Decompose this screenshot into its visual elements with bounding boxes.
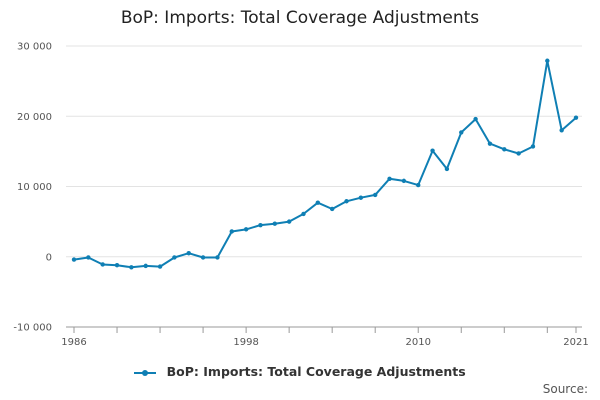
y-tick-label: -10 000 [13,323,52,334]
data-point-2011[interactable] [430,148,435,153]
data-point-2013[interactable] [459,130,464,135]
data-point-1995[interactable] [200,255,206,260]
data-point-2003[interactable] [315,200,321,205]
data-point-1993[interactable] [172,255,177,260]
data-point-1986[interactable] [71,257,77,262]
data-point-1991[interactable] [143,263,148,269]
y-tick-label: 30 000 [17,42,52,53]
data-point-2010[interactable] [416,182,421,188]
data-point-1987[interactable] [86,255,91,260]
data-point-1988[interactable] [100,262,105,267]
data-point-2006[interactable] [358,195,364,200]
data-point-2004[interactable] [329,206,335,212]
x-tick-label: 2010 [406,337,431,348]
legend-swatch [134,368,157,378]
data-point-2016[interactable] [502,147,507,152]
data-point-2002[interactable] [301,211,306,217]
data-point-2021[interactable] [573,115,579,120]
data-point-2015[interactable] [487,141,493,146]
x-tick-label: 1998 [233,337,258,348]
data-point-1998[interactable] [243,227,249,232]
data-point-2007[interactable] [373,192,378,198]
data-point-2014[interactable] [473,116,478,122]
data-point-1997[interactable] [229,229,234,234]
data-point-1990[interactable] [129,265,134,270]
series-line-0 [73,59,577,269]
data-point-2019[interactable] [545,58,550,63]
data-point-1994[interactable] [186,251,191,256]
y-tick-label: 20 000 [17,112,52,123]
y-axis-tick-labels: -10 000 0 10 000 20 000 30 000 [13,42,52,334]
data-point-2001[interactable] [286,219,292,224]
y-tick-label: 0 [46,252,52,263]
x-tick-label: 1986 [61,337,86,348]
source-label: Source: [542,382,588,396]
data-point-2017[interactable] [516,151,521,156]
data-point-2020[interactable] [559,128,564,133]
data-point-2018[interactable] [530,144,536,149]
legend[interactable]: BoP: Imports: Total Coverage Adjustments [0,364,600,379]
grid-lines [66,45,582,328]
data-point-2000[interactable] [272,221,277,226]
y-tick-label: 10 000 [17,182,52,193]
data-point-2005[interactable] [344,199,349,204]
data-point-1999[interactable] [258,222,263,228]
data-point-1989[interactable] [114,262,120,268]
data-point-1992[interactable] [157,264,163,269]
data-point-2012[interactable] [444,166,450,172]
x-tick-label: 2021 [563,337,588,348]
x-axis [66,326,582,333]
x-axis-tick-labels: 1986 1998 2010 2021 [61,337,588,348]
data-point-2009[interactable] [401,178,407,184]
chart-title: BoP: Imports: Total Coverage Adjustments [120,8,480,28]
legend-label: BoP: Imports: Total Coverage Adjustments [166,364,466,379]
data-point-1996[interactable] [215,255,220,260]
data-point-2008[interactable] [387,176,392,181]
series-group [71,58,579,270]
